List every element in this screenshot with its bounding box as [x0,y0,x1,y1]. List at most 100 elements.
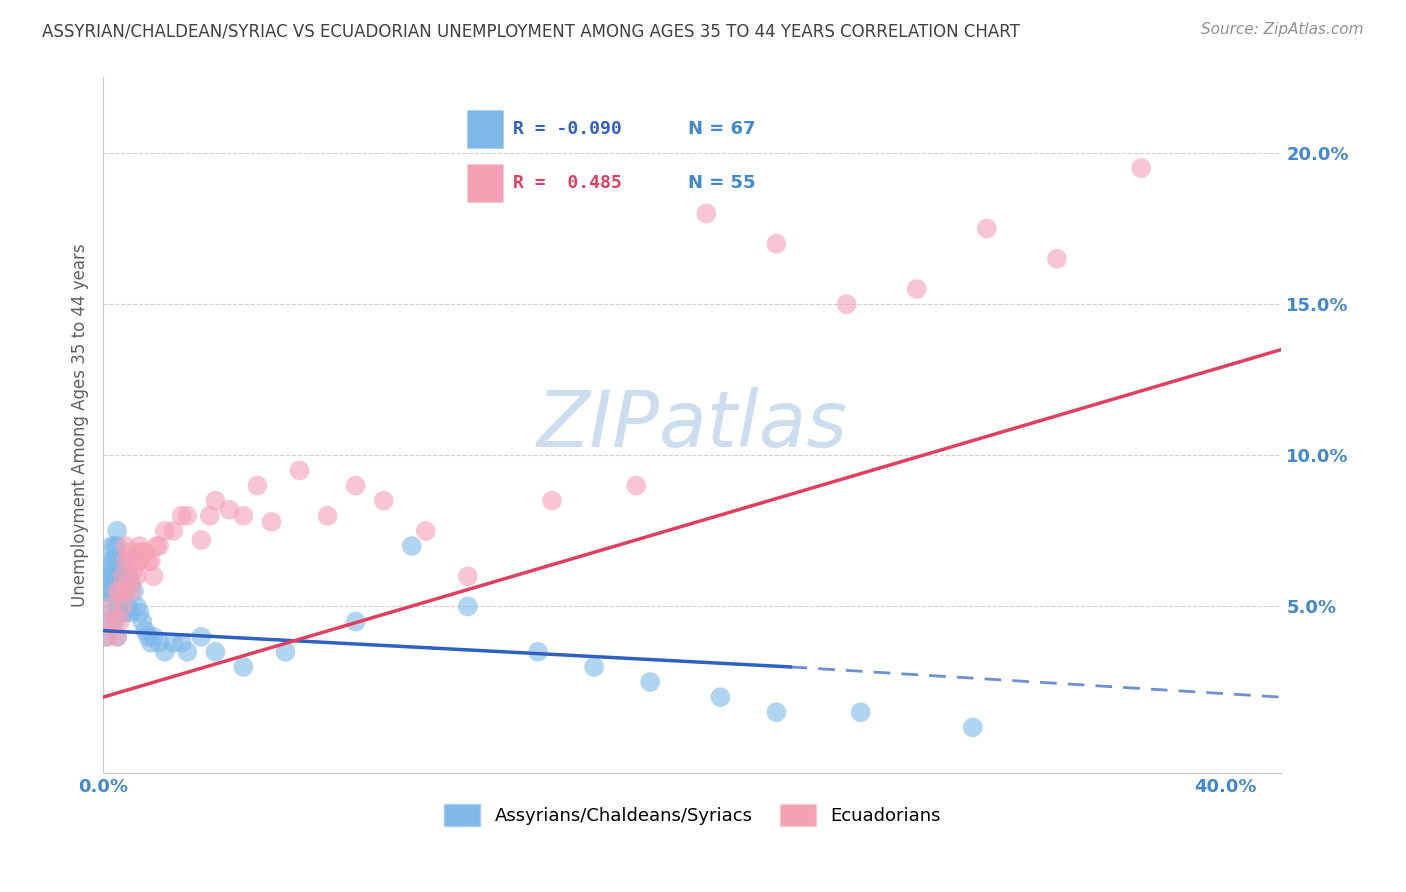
Point [709,690,731,705]
Point [103,539,125,553]
Point [148,636,170,650]
Point [105,630,128,644]
Point [105,599,128,614]
Point [100,539,122,553]
Point [190,533,212,547]
Point [114,584,136,599]
Point [117,575,139,590]
Text: Source: ZipAtlas.com: Source: ZipAtlas.com [1201,22,1364,37]
Point [145,539,167,553]
Point [105,524,128,538]
Point [108,584,131,599]
Point [541,493,564,508]
Text: ZIPatlas: ZIPatlas [537,387,848,463]
Point [100,599,122,614]
Point [128,554,150,568]
Point [232,660,254,674]
Point [131,545,153,559]
Point [94,630,117,644]
Point [624,478,647,492]
Point [114,606,136,620]
Point [125,599,148,614]
Point [142,569,165,583]
Point [162,524,184,538]
Point [94,584,117,599]
Point [114,554,136,568]
Point [103,554,125,568]
Point [176,508,198,523]
Point [204,645,226,659]
Point [114,539,136,553]
Point [139,636,162,650]
Point [153,645,176,659]
Text: ASSYRIAN/CHALDEAN/SYRIAC VS ECUADORIAN UNEMPLOYMENT AMONG AGES 35 TO 44 YEARS CO: ASSYRIAN/CHALDEAN/SYRIAC VS ECUADORIAN U… [42,22,1021,40]
Point [105,584,128,599]
Point [204,493,226,508]
Point [170,636,193,650]
Point [105,539,128,553]
Point [97,569,120,583]
Point [976,221,998,235]
Point [105,584,128,599]
Point [136,630,159,644]
Point [120,554,142,568]
Point [170,508,193,523]
Point [108,569,131,583]
Point [103,569,125,583]
Point [134,545,156,559]
Point [100,569,122,583]
Point [111,569,134,583]
Point [134,624,156,638]
Point [111,606,134,620]
Point [232,508,254,523]
Point [131,615,153,629]
Point [142,630,165,644]
Point [97,630,120,644]
Point [111,599,134,614]
Point [415,524,437,538]
Point [97,584,120,599]
Point [97,615,120,629]
Point [288,463,311,477]
Point [111,554,134,568]
Point [108,599,131,614]
Point [274,645,297,659]
Point [111,569,134,583]
Point [136,554,159,568]
Point [153,524,176,538]
Point [457,569,479,583]
Point [638,675,661,690]
Point [218,502,240,516]
Point [105,569,128,583]
Point [401,539,423,553]
Point [120,575,142,590]
Point [128,606,150,620]
Point [94,569,117,583]
Point [100,584,122,599]
Point [260,515,283,529]
Point [100,599,122,614]
Point [373,493,395,508]
Point [905,282,928,296]
Point [114,569,136,583]
Point [139,554,162,568]
Point [765,706,787,720]
Point [111,584,134,599]
Point [125,545,148,559]
Point [695,206,717,220]
Y-axis label: Unemployment Among Ages 35 to 44 years: Unemployment Among Ages 35 to 44 years [72,244,89,607]
Point [849,706,872,720]
Point [114,584,136,599]
Point [148,539,170,553]
Point [1130,161,1153,175]
Point [103,584,125,599]
Point [117,569,139,583]
Point [176,645,198,659]
Point [457,599,479,614]
Point [120,584,142,599]
Point [835,297,858,311]
Point [190,630,212,644]
Point [108,615,131,629]
Point [344,478,367,492]
Point [122,584,145,599]
